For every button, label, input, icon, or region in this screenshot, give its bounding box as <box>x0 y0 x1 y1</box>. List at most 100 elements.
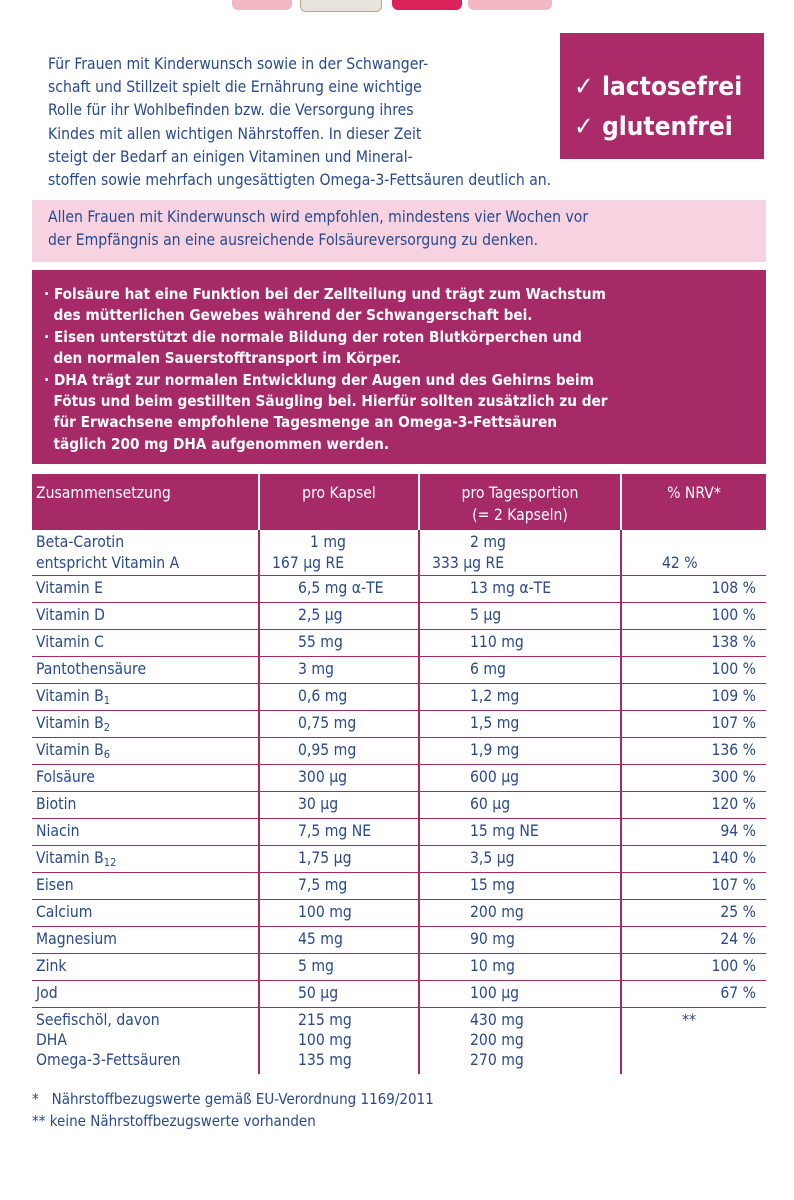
nutrition-table: Zusammensetzung pro Kapsel pro Tagesport… <box>32 474 766 1074</box>
table-row: Vitamin B1 0,6 mg 1,2 mg 109 % <box>32 684 766 711</box>
header-divider <box>620 474 622 530</box>
nrv-value: 108 % <box>711 579 756 597</box>
nrv-value: 107 % <box>711 876 756 894</box>
table-row: Jod 50 µg 100 µg 67 % <box>32 981 766 1008</box>
claim-line: · Eisen unterstützt die normale Bildung … <box>44 327 582 346</box>
col-divider <box>418 530 420 576</box>
nrv-value: 100 % <box>711 660 756 678</box>
col-divider <box>258 981 260 1008</box>
col-divider <box>258 738 260 765</box>
nrv-value: ** <box>682 1011 697 1029</box>
per-day-value: 430 mg 200 mg 270 mg <box>470 1011 524 1069</box>
per-capsule-value: 2,5 µg <box>298 606 343 624</box>
nutrient-rows: Vitamin E 6,5 mg α-TE 13 mg α-TE 108 % Vitam… <box>32 576 766 1008</box>
table-row: Eisen 7,5 mg 15 mg 107 % <box>32 873 766 900</box>
col-divider <box>620 1008 622 1074</box>
free-from-badge: ✓ lactosefrei ✓ glutenfrei <box>560 33 764 159</box>
table-row: Vitamin E 6,5 mg α-TE 13 mg α-TE 108 % <box>32 576 766 603</box>
claim-line: für Erwachsene empfohlene Tagesmenge an … <box>44 413 557 432</box>
lactosefree-label: lactosefrei <box>602 72 743 102</box>
lactosefree-claim: ✓ lactosefrei <box>574 67 764 107</box>
per-capsule-value: 7,5 mg <box>298 876 348 894</box>
table-row: Pantothensäure 3 mg 6 mg 100 % <box>32 657 766 684</box>
nutrient-name: Vitamin B2 <box>36 714 111 734</box>
col-divider <box>620 873 622 900</box>
per-day-value: 90 mg <box>470 930 515 948</box>
col-divider <box>258 927 260 954</box>
table-row: Magnesium 45 mg 90 mg 24 % <box>32 927 766 954</box>
col-divider <box>620 576 622 603</box>
nrv-value: 136 % <box>711 741 756 759</box>
per-day-value: 110 mg <box>470 633 524 651</box>
col-divider <box>418 981 420 1008</box>
intro-line: stoffen sowie mehrfach ungesättigten Ome… <box>48 171 552 190</box>
intro-line: schaft und Stillzeit spielt die Ernährun… <box>48 78 422 97</box>
per-capsule-value: 45 mg <box>298 930 343 948</box>
per-capsule-value: 6,5 mg α-TE <box>298 579 384 597</box>
col-divider <box>258 846 260 873</box>
header-composition: Zusammensetzung <box>36 484 171 502</box>
row-divider <box>32 709 766 711</box>
nutrient-name: Folsäure <box>36 768 95 786</box>
per-day-value: 1,9 mg <box>470 741 520 759</box>
row-divider <box>32 763 766 765</box>
nutrient-name: Vitamin E <box>36 579 104 597</box>
header-per-day: pro Tagesportion (= 2 Kapseln) <box>420 474 620 530</box>
col-divider <box>258 819 260 846</box>
footnotes: * Nährstoffbezugswerte gemäß EU-Verordnu… <box>32 1088 434 1132</box>
per-day-value: 3,5 µg <box>470 849 515 867</box>
row-divider <box>32 574 766 576</box>
nutrient-name: Vitamin B6 <box>36 741 111 761</box>
col-divider <box>620 765 622 792</box>
col-divider <box>620 846 622 873</box>
row-divider <box>32 655 766 657</box>
nrv-value: 100 % <box>711 957 756 975</box>
per-capsule-value: 215 mg 100 mg 135 mg <box>298 1011 352 1069</box>
col-divider <box>418 576 420 603</box>
row-divider <box>32 979 766 981</box>
col-divider <box>418 846 420 873</box>
col-divider <box>620 900 622 927</box>
col-divider <box>258 530 260 576</box>
col-divider <box>620 819 622 846</box>
intro-text: Für Frauen mit Kinderwunsch sowie in der… <box>48 53 552 192</box>
top-edge-red-tab <box>392 0 462 10</box>
note-line: der Empfängnis an eine ausreichende Fols… <box>48 231 539 249</box>
col-divider <box>620 657 622 684</box>
table-header: Zusammensetzung pro Kapsel pro Tagesport… <box>32 474 766 530</box>
row-divider <box>32 736 766 738</box>
per-capsule-value: 5 mg <box>298 957 334 975</box>
nutrient-name: Eisen <box>36 876 74 894</box>
col-divider <box>258 954 260 981</box>
table-row: Folsäure 300 µg 600 µg 300 % <box>32 765 766 792</box>
col-divider <box>620 684 622 711</box>
check-icon: ✓ <box>574 72 594 102</box>
table-row: Biotin 30 µg 60 µg 120 % <box>32 792 766 819</box>
header-per-capsule: pro Kapsel <box>302 484 376 502</box>
col-divider <box>418 927 420 954</box>
col-divider <box>620 927 622 954</box>
nrv-value: 42 % <box>662 554 698 572</box>
col-divider <box>258 900 260 927</box>
col-divider <box>418 900 420 927</box>
package-top-edge <box>232 0 552 32</box>
row-divider <box>32 790 766 792</box>
nutrient-name: Seefischöl, davon DHA Omega-3-Fettsäuren <box>36 1011 181 1069</box>
per-day-value: 200 mg <box>470 903 524 921</box>
col-divider <box>418 819 420 846</box>
per-day-value: 1,5 mg <box>470 714 520 732</box>
col-divider <box>418 765 420 792</box>
per-capsule-value: 100 mg <box>298 903 352 921</box>
nutrient-name: Biotin <box>36 795 77 813</box>
col-divider <box>258 873 260 900</box>
row-divider <box>32 898 766 900</box>
table-row: Niacin 7,5 mg NE 15 mg NE 94 % <box>32 819 766 846</box>
check-icon: ✓ <box>574 112 594 142</box>
header-nrv: % NRV* <box>667 484 721 502</box>
table-row: Calcium 100 mg 200 mg 25 % <box>32 900 766 927</box>
per-capsule-value: 55 mg <box>298 633 343 651</box>
per-day-value: 10 mg <box>470 957 515 975</box>
table-row: Vitamin D 2,5 µg 5 µg 100 % <box>32 603 766 630</box>
row-divider <box>32 601 766 603</box>
nrv-value: 24 % <box>720 930 756 948</box>
